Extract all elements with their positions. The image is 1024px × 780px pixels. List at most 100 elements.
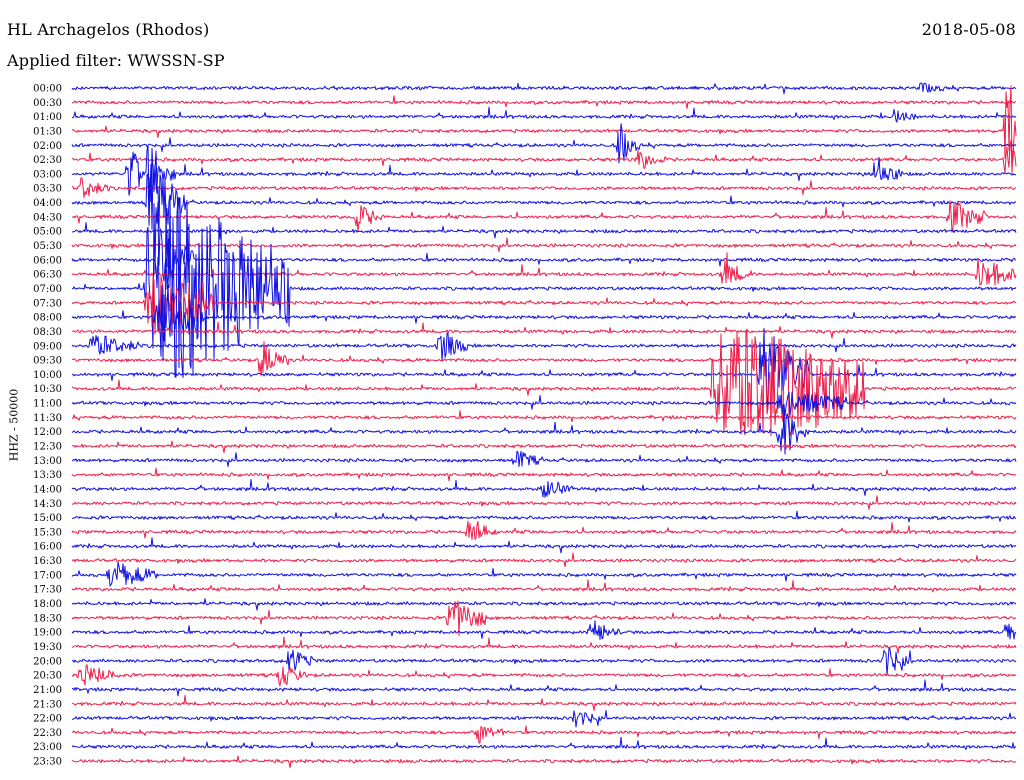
trace-line [71,510,1016,523]
time-tick-label: 08:30 [33,327,62,338]
trace-line [71,552,1017,568]
time-tick-label: 22:30 [33,728,62,739]
trace-line [71,664,1017,687]
trace-line [71,561,1017,587]
trace-line [71,328,1017,437]
trace-line [71,710,1016,728]
trace-line [71,600,1017,637]
trace-line [71,85,1017,161]
time-tick-label: 04:00 [33,198,62,209]
time-tick-label: 19:30 [33,642,62,653]
trace-line [71,725,1017,744]
trace-line [71,520,1017,540]
trace-line [71,495,1017,510]
trace-line [71,177,1017,199]
trace-line [71,197,1017,378]
time-tick-label: 02:30 [33,155,62,166]
trace-line [71,755,1017,769]
time-tick-label: 19:00 [33,628,62,639]
time-tick-label: 02:00 [33,141,62,152]
trace-line [71,275,1017,335]
trace-line [71,620,1017,640]
trace-line [71,328,1017,412]
time-tick-label: 14:30 [33,499,62,510]
trace-line [71,598,1017,611]
trace-line [71,736,1017,750]
trace-line [71,200,1017,233]
trace-line [72,636,1017,654]
trace-line [71,679,1017,697]
time-tick-label: 09:00 [33,341,62,352]
time-tick-label: 18:00 [33,599,62,610]
time-tick-label: 00:30 [33,98,62,109]
trace-line [71,321,1017,339]
time-tick-label: 11:30 [33,413,62,424]
time-tick-label: 06:30 [33,270,62,281]
time-tick-label: 09:30 [33,356,62,367]
trace-line [71,227,1017,290]
trace-line [71,537,1017,554]
trace-line [71,341,1017,377]
time-tick-label: 15:00 [33,513,62,524]
time-tick-label: 00:00 [33,84,62,95]
trace-line [71,694,1017,711]
trace-line [71,284,1017,342]
time-tick-label: 20:00 [33,656,62,667]
time-tick-label: 16:00 [33,542,62,553]
filter-label: Applied filter: WWSSN-SP [7,51,225,70]
trace-line [71,579,1017,593]
trace-line [71,164,1017,230]
time-tick-label: 22:00 [33,714,62,725]
time-tick-label: 03:30 [33,184,62,195]
time-tick-label: 08:00 [33,313,62,324]
time-tick-label: 12:30 [33,442,62,453]
time-tick-label: 11:00 [33,399,62,410]
trace-line [71,82,1017,95]
time-tick-label: 18:30 [33,613,62,624]
time-tick-label: 17:30 [33,585,62,596]
time-tick-label: 01:00 [33,112,62,123]
trace-line [71,106,1017,123]
time-tick-label: 21:00 [33,685,62,696]
station-title: HL Archagelos (Rhodos) [7,20,210,39]
time-tick-label: 03:00 [33,169,62,180]
time-tick-label: 10:00 [33,370,62,381]
time-tick-label: 07:00 [33,284,62,295]
trace-line [71,450,1017,468]
time-tick-label: 05:30 [33,241,62,252]
trace-line [72,440,1017,454]
time-tick-label: 13:00 [33,456,62,467]
time-tick-label: 23:00 [33,742,62,753]
record-date: 2018-05-08 [921,20,1016,39]
trace-line [71,222,1017,239]
time-tick-labels: 00:00 00:30 01:00 01:30 02:00 02:30 03:00 03:30… [33,84,62,768]
time-tick-label: 14:00 [33,484,62,495]
time-tick-label: 01:30 [33,126,62,137]
time-tick-label: 15:30 [33,527,62,538]
trace-layer [71,82,1017,769]
trace-line [71,252,1017,286]
time-tick-label: 17:00 [33,570,62,581]
trace-line [71,467,1017,482]
time-tick-label: 16:30 [33,556,62,567]
trace-line [71,479,1017,498]
time-tick-label: 07:30 [33,298,62,309]
trace-line [71,95,1017,109]
trace-line [71,647,1017,676]
trace-line [71,145,1017,203]
time-tick-label: 10:30 [33,384,62,395]
trace-line [71,391,1017,417]
trace-line [71,410,1017,425]
trace-line [71,405,1017,455]
trace-line [71,139,1017,174]
trace-line [71,123,1017,164]
time-tick-label: 21:30 [33,699,62,710]
time-tick-label: 05:00 [33,227,62,238]
time-tick-label: 12:00 [33,427,62,438]
trace-line [71,237,1017,253]
time-tick-label: 06:00 [33,255,62,266]
trace-line [71,332,1017,362]
time-tick-label: 13:30 [33,470,62,481]
time-tick-label: 20:30 [33,671,62,682]
